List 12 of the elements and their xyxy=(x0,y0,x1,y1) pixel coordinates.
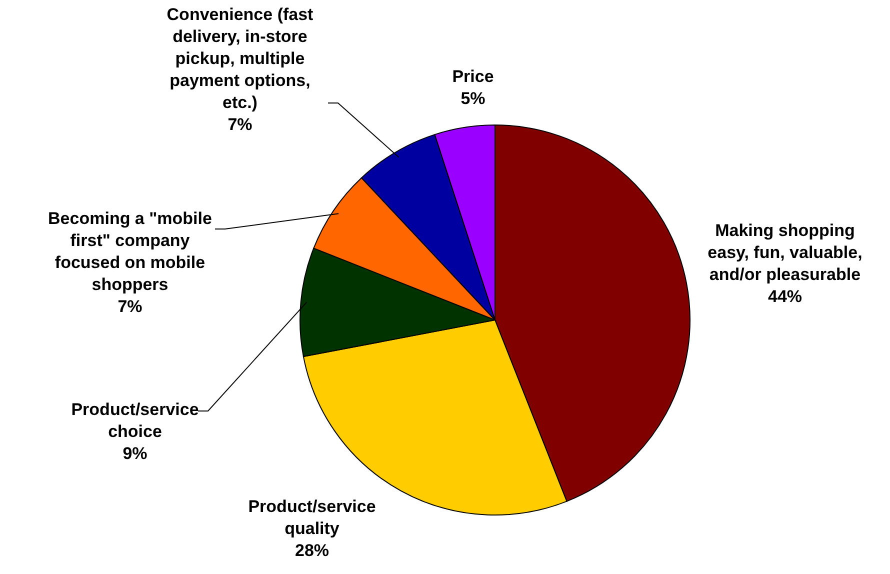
slice-label: Product/service quality xyxy=(248,497,376,538)
slice-label: Product/service choice xyxy=(71,400,199,441)
data-label: 7% xyxy=(228,115,252,134)
slice-label: Convenience (fast delivery, in-store pickup, multiple payment options, etc.) xyxy=(166,5,314,112)
data-label: 7% xyxy=(118,297,142,316)
data-label: 28% xyxy=(294,541,330,560)
slice-label: Becoming a "mobile first" company focused on mobile shoppers xyxy=(48,209,212,294)
data-label: 5% xyxy=(460,89,486,108)
slice-label: Making shopping easy, fun, valuable, and/or pleasurable xyxy=(708,221,862,284)
data-label: 44% xyxy=(768,287,802,306)
data-label: 9% xyxy=(122,444,148,463)
slice-label: Price xyxy=(452,67,494,86)
